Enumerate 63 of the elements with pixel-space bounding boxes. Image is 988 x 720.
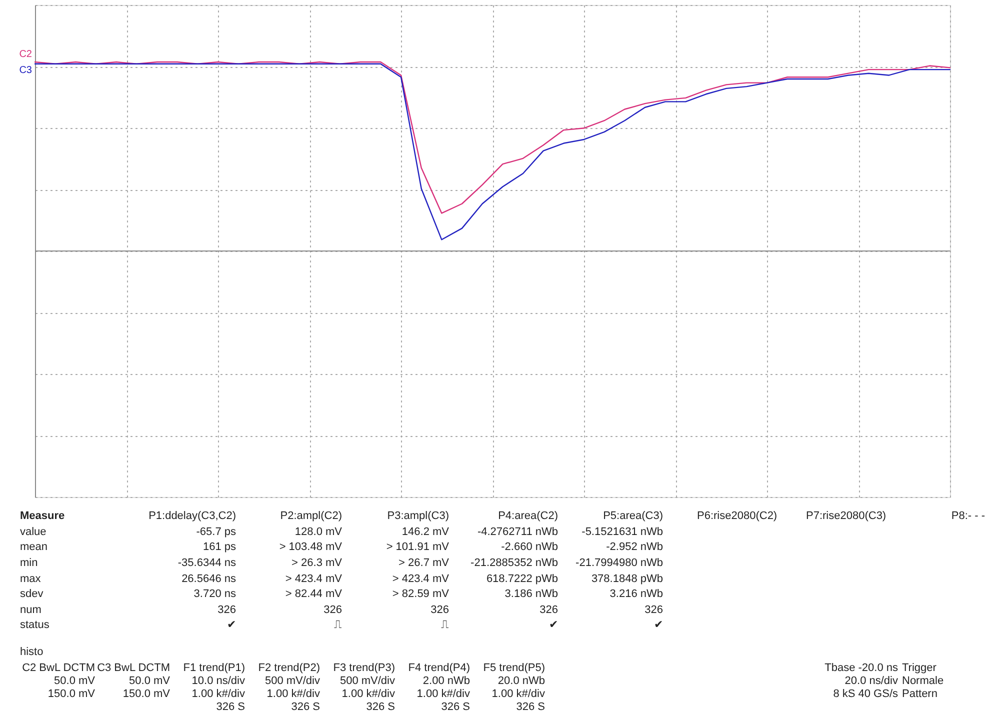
text: P4:area(C2): [498, 510, 558, 522]
text: C2 BwL DCTM 50.0 mV 150.0 mV: [22, 662, 96, 700]
text: ⎍: [334, 619, 342, 631]
text: min: [20, 557, 38, 569]
text: > 26.3 mV: [292, 557, 343, 569]
text: -21.7994980 nWb: [576, 557, 663, 569]
text: > 26.7 mV: [398, 557, 450, 569]
text: F2 trend(P2) 500 mV/div 1.00 k#/div 326 S: [258, 662, 320, 713]
text: 3.216 nWb: [610, 588, 663, 600]
text: 26.5646 ns: [182, 573, 236, 585]
text: Tbase -20.0 ns 20.0 ns/div 8 kS 40 GS/s: [824, 662, 898, 700]
text: F5 trend(P5) 20.0 nWb 1.00 k#/div 326 S: [483, 662, 546, 713]
text: P6:rise2080(C2): [697, 510, 778, 522]
text: 326: [540, 604, 558, 616]
text: 3.720 ns: [194, 588, 236, 600]
text: mean: [20, 541, 48, 553]
text: max: [20, 573, 42, 585]
text: 326: [218, 604, 236, 616]
text: num: [20, 604, 42, 616]
text: > 423.4 mV: [392, 573, 450, 585]
text: > 82.59 mV: [392, 588, 450, 600]
text: -65.7 ps: [196, 526, 236, 538]
text: 3.186 nWb: [504, 588, 558, 600]
text: P3:ampl(C3): [387, 510, 449, 522]
text: 146.2 mV: [402, 526, 450, 538]
text: > 103.48 mV: [279, 541, 343, 553]
text: value: [20, 526, 46, 538]
text: 326: [430, 604, 449, 616]
series-label: C2: [19, 49, 32, 60]
text: > 101.91 mV: [386, 541, 450, 553]
text: 128.0 mV: [294, 526, 343, 538]
text: 378.1848 pWb: [591, 573, 663, 585]
text: Measure: [20, 510, 65, 522]
text: 618.7222 pWb: [486, 573, 558, 585]
text: 326: [644, 604, 663, 616]
text: P8:- - -: [951, 510, 986, 522]
text: F3 trend(P3) 500 mV/div 1.00 k#/div 326 S: [333, 662, 396, 713]
text: -21.2885352 nWb: [470, 557, 558, 569]
text: C3 BwL DCTM 50.0 mV 150.0 mV: [97, 662, 171, 700]
text: ✔: [549, 619, 558, 631]
text: -4.2762711 nWb: [477, 526, 558, 538]
text: > 423.4 mV: [285, 573, 343, 585]
text: status: [20, 619, 50, 631]
series-label: C3: [19, 64, 32, 76]
text: 161 ps: [202, 541, 236, 553]
text: > 82.44 mV: [285, 588, 343, 600]
text: ✔: [227, 619, 236, 631]
text: -5.1521631 nWb: [582, 526, 663, 538]
text: P1:ddelay(C3,C2): [148, 510, 236, 522]
text: P5:area(C3): [603, 510, 663, 522]
text: P7:rise2080(C3): [806, 510, 886, 522]
text: F4 trend(P4) 2.00 nWb 1.00 k#/div 326 S: [408, 662, 470, 713]
text: -2.952 nWb: [606, 541, 663, 553]
text: F1 trend(P1) 10.0 ns/div 1.00 k#/div 326 S: [183, 662, 246, 713]
text: -35.6344 ns: [178, 557, 236, 569]
text: ✔: [654, 619, 663, 631]
text: -2.660 nWb: [501, 541, 558, 553]
text: P2:ampl(C2): [280, 510, 342, 522]
text: Trigger Normale Pattern: [902, 662, 944, 700]
text: 326: [324, 604, 342, 616]
text: ⎍: [441, 619, 449, 631]
text: histo: [20, 646, 44, 658]
text: sdev: [20, 588, 44, 600]
